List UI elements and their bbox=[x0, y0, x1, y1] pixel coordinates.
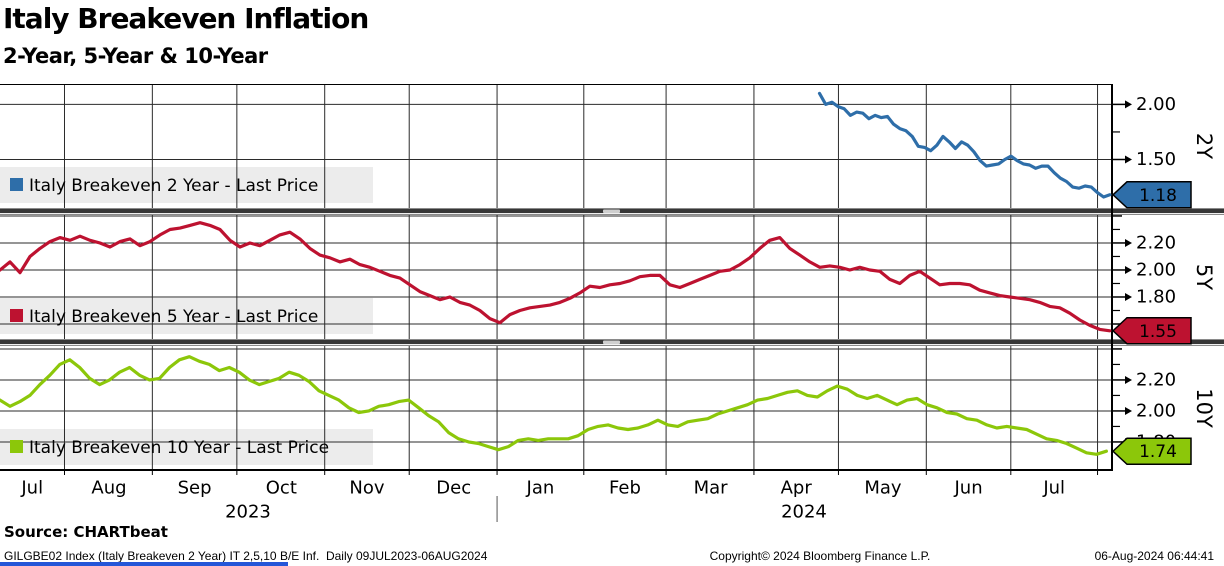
y-tick-label: 2.00 bbox=[1136, 94, 1176, 115]
month-label: Mar bbox=[694, 478, 729, 499]
legend-label: Italy Breakeven 5 Year - Last Price bbox=[29, 307, 318, 327]
panel-splitter-1[interactable] bbox=[0, 208, 1224, 215]
month-label: May bbox=[864, 478, 902, 499]
y-tick-label: 2.00 bbox=[1136, 259, 1176, 280]
last-price-value: 1.74 bbox=[1139, 442, 1177, 462]
year-label: 2024 bbox=[781, 502, 827, 523]
tick-arrow-icon bbox=[1125, 265, 1132, 274]
series-line-5y[interactable] bbox=[0, 221, 1112, 333]
y-axis-5y: 2.20 2.00 1.80 5Y bbox=[1112, 215, 1216, 325]
month-label: Sep bbox=[178, 478, 212, 499]
chart-title: Italy Breakeven Inflation bbox=[3, 2, 369, 35]
chart-svg[interactable]: Jul Aug Sep Oct Nov Dec Jan Feb Mar Apr May Jun Jul 2… bbox=[0, 84, 1224, 524]
y-tick-label: 2.20 bbox=[1136, 369, 1176, 390]
month-label: Nov bbox=[349, 478, 384, 499]
month-label: Jun bbox=[953, 478, 982, 499]
last-price-tag-5y[interactable]: 1.55 bbox=[1111, 317, 1192, 345]
legend-label: Italy Breakeven 10 Year - Last Price bbox=[29, 438, 329, 458]
year-label: 2023 bbox=[225, 502, 271, 523]
last-price-value: 1.18 bbox=[1139, 186, 1177, 206]
month-label: Apr bbox=[781, 478, 813, 499]
tick-arrow-icon bbox=[1125, 155, 1132, 164]
panel-splitter-2[interactable] bbox=[0, 339, 1224, 346]
legend-bg-10y bbox=[0, 429, 373, 465]
y-tick-label: 2.00 bbox=[1136, 400, 1176, 421]
legend-bg-5y bbox=[0, 298, 373, 334]
last-price-tag-10y[interactable]: 1.74 bbox=[1111, 437, 1192, 465]
panel-axis-name-5y: 5Y bbox=[1192, 264, 1216, 290]
last-price-value: 1.55 bbox=[1139, 322, 1177, 342]
legend-swatch-icon bbox=[10, 309, 23, 322]
y-axis-2y: 2.00 1.50 2Y bbox=[1112, 94, 1216, 170]
tick-arrow-icon bbox=[1125, 292, 1132, 301]
series-line-2y[interactable] bbox=[817, 91, 1112, 199]
month-label: Oct bbox=[266, 478, 297, 499]
source-line: Source: CHARTbeat bbox=[4, 523, 168, 541]
y-tick-label: 2.20 bbox=[1136, 232, 1176, 253]
splitter-grip[interactable] bbox=[603, 209, 620, 214]
footer-copyright: Copyright© 2024 Bloomberg Finance L.P. bbox=[709, 549, 931, 563]
legend-2y[interactable]: Italy Breakeven 2 Year - Last Price bbox=[10, 176, 318, 196]
chart-canvas[interactable]: Jul Aug Sep Oct Nov Dec Jan Feb Mar Apr May Jun Jul 2… bbox=[0, 84, 1224, 524]
tick-arrow-icon bbox=[1125, 238, 1132, 247]
legend-label: Italy Breakeven 2 Year - Last Price bbox=[29, 176, 318, 196]
panel-axis-name-2y: 2Y bbox=[1192, 133, 1216, 159]
panel-axis-name-10y: 10Y bbox=[1192, 388, 1216, 428]
legend-10y[interactable]: Italy Breakeven 10 Year - Last Price bbox=[10, 438, 329, 458]
chart-subtitle: 2-Year, 5-Year & 10-Year bbox=[3, 44, 268, 68]
last-price-tag-2y[interactable]: 1.18 bbox=[1111, 181, 1192, 209]
legend-bg-2y bbox=[0, 167, 373, 203]
legend-swatch-icon bbox=[10, 178, 23, 191]
tick-arrow-icon bbox=[1125, 406, 1132, 415]
series-line-10y[interactable] bbox=[0, 355, 1108, 456]
month-label: Jul bbox=[1042, 478, 1065, 499]
month-label: Aug bbox=[91, 478, 126, 499]
tick-arrow-icon bbox=[1125, 100, 1132, 109]
legend-5y[interactable]: Italy Breakeven 5 Year - Last Price bbox=[10, 307, 318, 327]
footer-ticker-info: GILGBE02 Index (Italy Breakeven 2 Year) … bbox=[4, 549, 488, 563]
splitter-grip[interactable] bbox=[603, 340, 620, 345]
y-tick-label: 1.50 bbox=[1136, 149, 1176, 170]
bottom-blue-bar bbox=[0, 562, 288, 566]
footer-datetime: 06-Aug-2024 06:44:41 bbox=[1094, 549, 1214, 563]
tick-arrow-icon bbox=[1125, 375, 1132, 384]
month-label: Jul bbox=[20, 478, 43, 499]
month-label: Jan bbox=[526, 478, 555, 499]
month-label: Feb bbox=[609, 478, 641, 499]
month-label: Dec bbox=[436, 478, 471, 499]
legend-swatch-icon bbox=[10, 440, 23, 453]
y-axis-10y: 2.202.001.8010Y bbox=[1112, 348, 1216, 452]
y-tick-label: 1.80 bbox=[1136, 286, 1176, 307]
